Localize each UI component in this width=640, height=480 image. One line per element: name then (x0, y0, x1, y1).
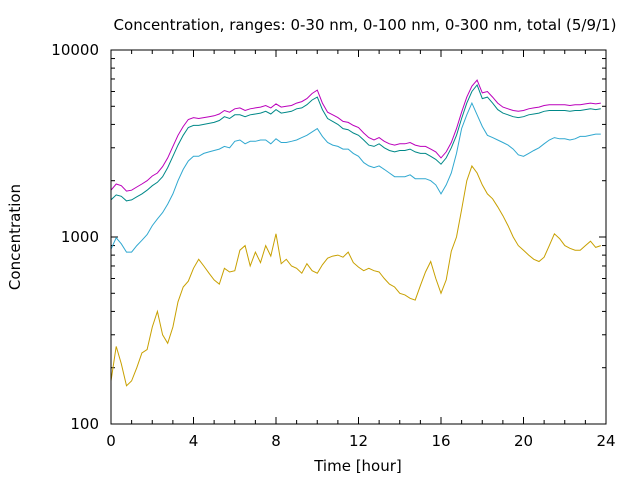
series-line-0 (110, 164, 601, 387)
x-tick-label: 8 (271, 432, 281, 450)
y-axis-label: Concentration (6, 184, 24, 290)
axis-ticks: 0 4 8 12 16 20 24 100 1000 10000 (51, 41, 615, 450)
x-axis-label: Time [hour] (313, 457, 402, 475)
y-tick-label: 1000 (61, 228, 99, 246)
x-tick-label: 24 (596, 432, 615, 450)
series-line-1 (110, 101, 601, 253)
x-tick-label: 0 (106, 432, 116, 450)
series-layer (110, 79, 601, 387)
series-line-3 (110, 79, 601, 192)
series-line-2 (110, 84, 601, 202)
chart-title: Concentration, ranges: 0-30 nm, 0-100 nm… (114, 16, 617, 34)
y-tick-label: 100 (70, 415, 99, 433)
plot-frame (110, 49, 607, 425)
x-tick-label: 12 (349, 432, 368, 450)
x-tick-label: 16 (431, 432, 450, 450)
x-tick-label: 4 (189, 432, 199, 450)
x-tick-label: 20 (514, 432, 533, 450)
y-tick-label: 10000 (51, 41, 99, 59)
